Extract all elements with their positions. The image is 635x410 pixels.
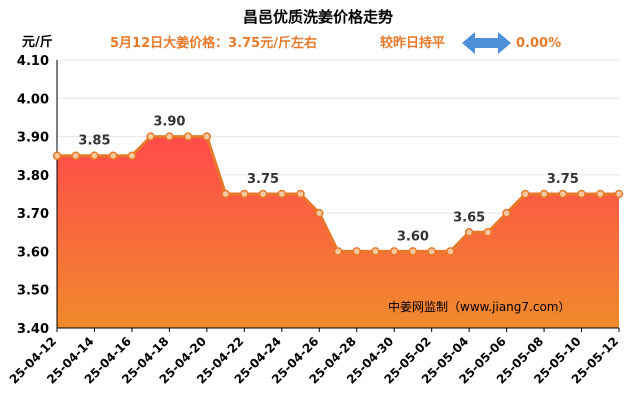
y-tick-label: 4.00 (17, 92, 49, 107)
data-point (596, 189, 605, 199)
y-axis-label: 元/斤 (22, 34, 53, 50)
data-labels: 3.85 3.90 3.75 3.60 3.65 3.75 (78, 115, 578, 245)
data-point (127, 151, 137, 160)
y-tick-label: 4.10 (17, 54, 49, 69)
y-tick-label: 3.40 (17, 322, 49, 337)
data-point (539, 189, 549, 199)
y-tick-label: 3.50 (17, 284, 49, 299)
data-point (71, 151, 80, 160)
data-point (408, 247, 418, 256)
data-point (446, 247, 455, 256)
data-label: 3.75 (547, 172, 579, 187)
data-point (558, 189, 568, 199)
data-point (502, 208, 511, 218)
double-arrow-icon (462, 32, 511, 54)
data-point (371, 247, 380, 256)
data-point (258, 189, 268, 199)
data-label: 3.90 (153, 115, 185, 130)
y-tick-label: 3.80 (17, 169, 49, 184)
area-fill (57, 136, 619, 328)
y-tick-label: 3.70 (17, 207, 49, 222)
data-point (333, 247, 343, 256)
data-point (146, 132, 155, 141)
data-point (521, 189, 530, 199)
data-point (483, 228, 493, 237)
data-point (315, 208, 324, 218)
y-tick-labels: 3.40 3.50 3.60 3.70 3.80 3.90 4.00 4.10 (17, 54, 49, 337)
data-point (202, 132, 212, 141)
data-point (614, 189, 624, 199)
y-tick-label: 3.90 (17, 131, 49, 146)
data-point (165, 132, 174, 141)
data-label: 3.85 (78, 134, 110, 149)
chart-title: 昌邑优质洗姜价格走势 (243, 8, 393, 26)
data-point (183, 132, 193, 141)
change-label: 较昨日持平 (380, 35, 445, 51)
data-point (277, 189, 287, 199)
data-point (464, 228, 474, 237)
data-label: 3.65 (453, 210, 485, 225)
data-markers (52, 132, 624, 256)
data-point (240, 189, 249, 199)
x-tick-labels: 25-04-1225-04-1425-04-1625-04-1825-04-20… (7, 328, 621, 387)
data-point (577, 189, 586, 199)
data-point (352, 247, 361, 256)
data-point (296, 189, 305, 199)
data-label: 3.60 (397, 229, 429, 244)
data-label: 3.75 (247, 172, 279, 187)
watermark: 中姜网监制（www.jiang7.com） (388, 299, 570, 314)
axes (56, 60, 619, 329)
data-point (389, 247, 399, 256)
data-point (108, 151, 118, 160)
data-point (52, 151, 62, 160)
data-point (90, 151, 99, 160)
chart-subtitle: 5月12日大姜价格：3.75元/斤左右 (110, 35, 317, 51)
y-tick-label: 3.60 (17, 245, 49, 260)
data-point (221, 189, 230, 199)
change-value: 0.00% (516, 36, 561, 51)
data-point (427, 247, 436, 256)
